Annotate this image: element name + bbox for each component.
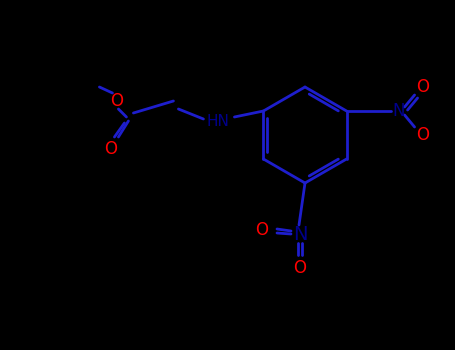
- Text: N: N: [293, 225, 307, 245]
- Text: O: O: [416, 126, 429, 144]
- Text: O: O: [256, 221, 268, 239]
- Text: O: O: [416, 78, 429, 96]
- Text: O: O: [110, 92, 123, 110]
- Text: O: O: [104, 140, 117, 158]
- Text: O: O: [293, 259, 307, 277]
- Text: HN: HN: [207, 113, 230, 128]
- Text: N: N: [392, 102, 405, 120]
